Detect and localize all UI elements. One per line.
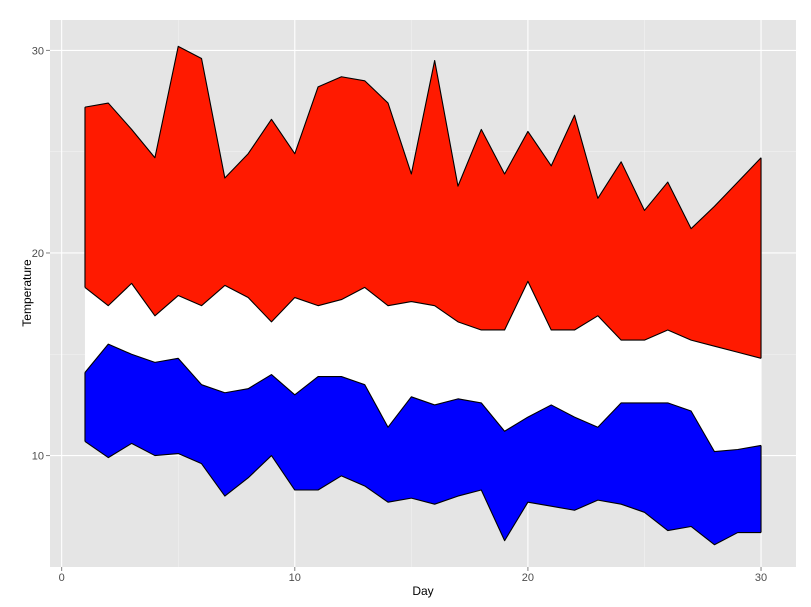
red-band-top-line <box>84 45 762 230</box>
middle-band-white <box>84 281 762 452</box>
x-tick-label: 10 <box>289 572 301 584</box>
x-axis-title: Day <box>412 584 433 598</box>
y-tick-label: 30 <box>32 45 44 57</box>
red-band-bottom-line <box>84 280 762 359</box>
y-axis-ticks: 10 20 30 <box>32 45 50 463</box>
y-tick-label: 10 <box>32 451 44 463</box>
upper-band-red <box>84 46 762 359</box>
blue-band-top-line <box>84 343 762 453</box>
y-tick-label: 20 <box>32 248 44 260</box>
lower-band-blue <box>84 344 762 545</box>
blue-band-bottom-line <box>84 440 762 546</box>
x-axis-ticks: 0 10 20 30 <box>59 567 767 584</box>
area-series <box>84 45 762 546</box>
x-tick-label: 30 <box>755 572 767 584</box>
x-tick-label: 20 <box>522 572 534 584</box>
y-axis-title: Temperature <box>20 259 34 327</box>
x-tick-label: 0 <box>59 572 65 584</box>
